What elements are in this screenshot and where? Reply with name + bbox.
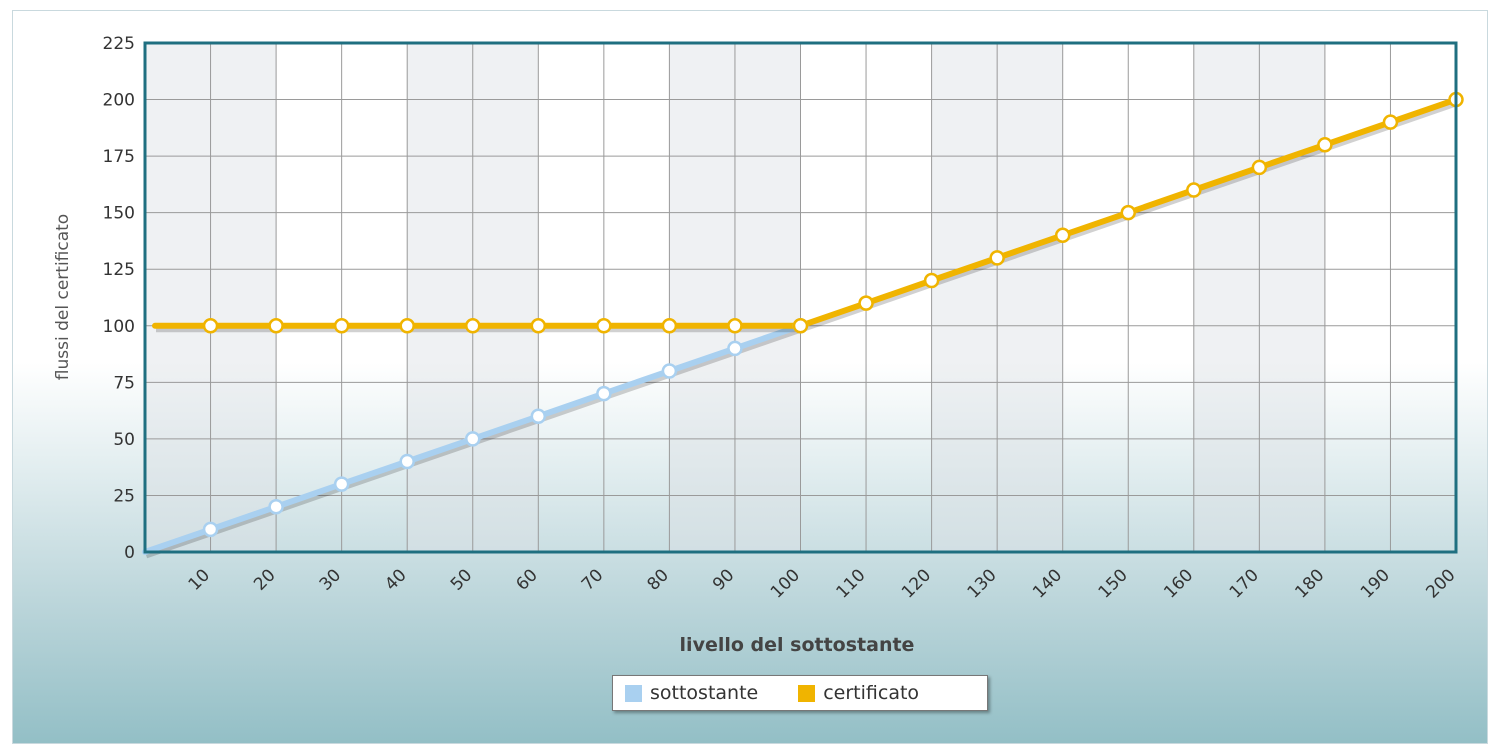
- data-point-sottostante: [399, 453, 415, 470]
- x-tick-label: 80: [643, 565, 672, 594]
- data-point-certificato: [1054, 227, 1071, 244]
- x-tick-label: 120: [898, 565, 935, 602]
- x-tick-label: 40: [381, 565, 410, 594]
- plot-band: [801, 43, 867, 552]
- plot-band: [276, 43, 342, 552]
- data-point-certificato: [268, 318, 284, 334]
- legend: sottostante certificato: [612, 675, 988, 711]
- legend-swatch-sottostante: [625, 684, 642, 702]
- x-tick-label: 170: [1226, 565, 1263, 602]
- y-axis-label: flussi del certificato: [53, 214, 73, 380]
- data-point-sottostante: [268, 499, 284, 515]
- y-tick-label: 75: [113, 373, 135, 393]
- y-tick-label: 200: [103, 91, 135, 111]
- x-tick-label: 110: [832, 565, 869, 602]
- x-tick-label: 130: [964, 565, 1001, 602]
- plot-border: [143, 41, 1458, 554]
- data-point-sottostante: [596, 385, 612, 402]
- x-tick-label: 70: [578, 565, 607, 594]
- x-tick-label: 180: [1291, 565, 1328, 602]
- chart-frame: [12, 10, 1488, 744]
- x-tick-label: 90: [709, 565, 738, 594]
- x-axis-label: livello del sottostante: [680, 634, 915, 656]
- legend-item-certificato: certificato: [798, 682, 919, 704]
- x-tick-label: 10: [185, 565, 214, 594]
- y-tick-label: 100: [103, 317, 135, 337]
- plot-band: [1259, 43, 1325, 552]
- data-point-sottostante: [465, 431, 481, 447]
- data-point-certificato: [333, 318, 350, 334]
- x-tick-label: 160: [1160, 565, 1197, 602]
- plot-band: [734, 43, 801, 552]
- plot-band: [931, 43, 998, 552]
- plot-band: [210, 43, 277, 552]
- plot-band: [997, 43, 1063, 552]
- y-tick-label: 50: [113, 430, 135, 450]
- legend-swatch-certificato: [798, 684, 816, 702]
- x-tick-label: 140: [1029, 565, 1066, 602]
- y-tick-label: 175: [103, 147, 135, 167]
- y-tick-label: 25: [113, 486, 135, 506]
- data-point-certificato: [399, 318, 415, 334]
- x-tick-label: 50: [447, 565, 476, 594]
- x-tick-label: 20: [250, 565, 279, 594]
- data-point-certificato: [202, 318, 219, 334]
- plot-band: [145, 43, 211, 552]
- data-point-certificato: [1251, 159, 1268, 176]
- data-point-certificato: [923, 272, 940, 289]
- data-point-certificato: [596, 318, 612, 334]
- legend-label-certificato: certificato: [823, 682, 920, 704]
- plot-band: [538, 43, 604, 552]
- data-point-certificato: [661, 318, 678, 334]
- data-point-certificato: [1120, 204, 1136, 221]
- plot-band: [669, 43, 735, 552]
- data-point-sottostante: [202, 521, 219, 538]
- data-point-certificato: [1186, 182, 1202, 198]
- data-point-sottostante: [333, 476, 350, 492]
- y-tick-label: 0: [124, 543, 135, 563]
- plot-band: [604, 43, 670, 552]
- plot-band: [1193, 43, 1260, 552]
- legend-label-sottostante: sottostante: [650, 682, 759, 704]
- data-point-certificato: [792, 318, 809, 334]
- data-point-certificato: [530, 318, 547, 334]
- x-tick-label: 190: [1357, 565, 1394, 602]
- x-tick-label: 200: [1422, 565, 1459, 602]
- x-tick-label: 150: [1095, 565, 1132, 602]
- plot-band: [1128, 43, 1194, 552]
- x-tick-label: 60: [512, 565, 541, 594]
- plot-band: [1325, 43, 1391, 552]
- y-tick-label: 150: [103, 204, 135, 224]
- plot-band: [1063, 43, 1129, 552]
- x-tick-label: 100: [767, 565, 804, 602]
- y-tick-label: 225: [103, 34, 135, 54]
- data-point-sottostante: [530, 408, 547, 425]
- data-point-certificato: [465, 318, 481, 334]
- x-tick-label: 30: [316, 565, 345, 594]
- y-tick-label: 125: [103, 260, 135, 280]
- data-point-sottostante: [727, 340, 743, 357]
- data-point-certificato: [1317, 137, 1333, 153]
- data-point-certificato: [858, 295, 874, 311]
- plot-band: [407, 43, 473, 552]
- plot-band: [472, 43, 539, 552]
- legend-item-sottostante: sottostante: [625, 682, 758, 704]
- data-point-certificato: [727, 318, 743, 334]
- data-point-certificato: [989, 250, 1005, 266]
- data-point-certificato: [1382, 114, 1399, 130]
- data-point-sottostante: [661, 363, 678, 379]
